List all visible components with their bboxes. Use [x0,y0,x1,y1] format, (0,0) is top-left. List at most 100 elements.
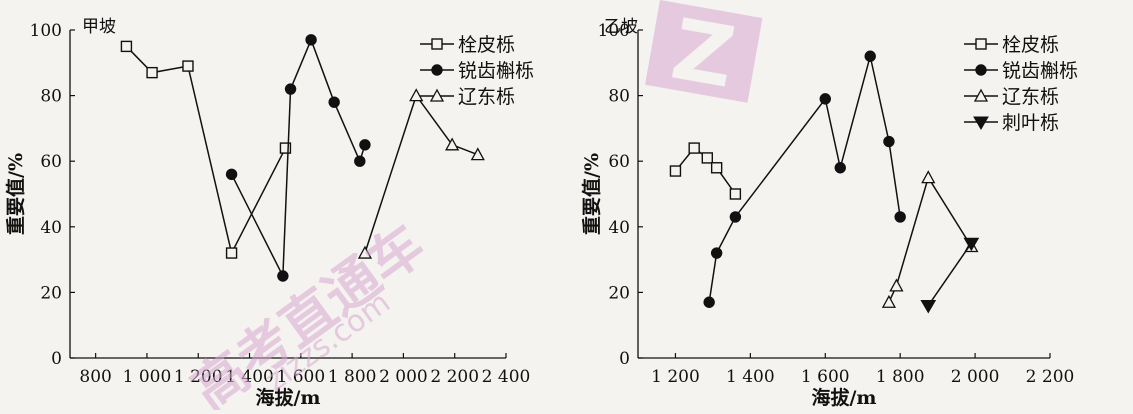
data-point [819,93,831,105]
data-point [834,162,846,174]
series-2 [357,88,485,259]
x-tick-label: 2 400 [482,367,531,387]
y-axis-label: 重要值/% [4,153,27,235]
series-1 [225,34,371,282]
data-point [669,165,682,177]
x-axis-label: 海拔/m [811,386,876,409]
data-point [120,40,133,53]
data-point [357,245,373,259]
chart-panel-a: 0 20 40 60 80 100 800 1 000 1 200 1 400 1 600 1 800… [4,17,534,409]
x-axis-label: 海拔/m [255,386,320,409]
data-point [359,139,371,151]
data-point [701,152,713,164]
data-point [225,247,238,259]
y-tick-label: 40 [608,218,630,238]
data-point [277,270,289,282]
data-point [729,188,742,200]
data-point [305,34,317,46]
data-point [864,50,876,62]
x-tick-label: 1 800 [876,367,925,387]
y-tick-label: 100 [30,21,62,41]
legend-marker [431,64,443,76]
legend-marker [973,88,989,102]
x-tick-label: 1 400 [225,367,274,387]
legend-label: 刺叶栎 [1002,112,1059,134]
y-tick-label: 40 [40,218,62,238]
data-point [894,211,906,223]
data-point [354,155,366,167]
data-point [921,170,936,184]
legend-label: 锐齿槲栎 [1002,60,1078,82]
y-tick-label: 60 [40,152,62,172]
data-point [470,147,485,161]
x-tick-label: 2 000 [379,367,428,387]
watermark-logo-box [645,0,763,103]
panel-title: 甲坡 [82,17,116,37]
watermark-logo: Z [645,0,763,107]
y-tick-label: 80 [608,87,630,107]
x-tick-label: 2 200 [1026,367,1075,387]
data-point [284,83,297,95]
data-point [146,66,158,79]
x-tick-label: 1 200 [174,367,223,387]
data-point [963,237,980,252]
legend-label: 辽东栎 [458,86,515,108]
series-0 [669,142,742,200]
data-point [881,294,897,308]
y-axis-label: 重要值/% [580,153,603,235]
x-tick-label: 1 200 [651,367,700,387]
y-tick-label: 60 [608,152,630,172]
data-point [225,168,238,181]
data-point [710,247,723,259]
series-3 [920,237,980,314]
x-tick-label: 1 400 [726,367,775,387]
legend-marker [431,38,443,50]
data-point [328,96,340,108]
data-point [279,142,292,154]
y-tick-label: 80 [40,87,62,107]
legend-label: 辽东栎 [1002,86,1059,108]
x-tick-label: 1 800 [328,367,377,387]
data-point [409,88,424,102]
x-tick-label: 2 000 [951,367,1000,387]
data-point [688,142,700,154]
data-point [920,300,937,314]
legend-marker [975,38,987,50]
y-tick-label: 20 [608,283,630,303]
y-tick-label: 0 [619,349,630,369]
x-tick-label: 2 200 [430,367,479,387]
legend-marker [973,116,989,130]
series-line [230,37,366,279]
y-tick-label: 100 [598,21,630,41]
series-line [708,56,901,303]
series-line [927,242,972,306]
data-point [729,211,742,223]
series-0 [120,40,292,259]
data-point [445,137,460,151]
legend-label: 栓皮栎 [458,34,515,56]
series-1 [703,50,906,308]
legend-marker [975,64,987,76]
x-tick-label: 1 600 [801,367,850,387]
x-tick-label: 1 600 [276,367,325,387]
data-point [703,296,715,308]
data-point [182,60,194,72]
legend-label: 栓皮栎 [1002,34,1059,56]
data-point [710,162,723,174]
panel-title: 乙坡 [604,17,638,37]
chart-panel-b: 0 20 40 60 80 100 1 200 1 400 1 600 1 800 2 000 2 2… [580,17,1078,409]
y-tick-label: 0 [51,349,62,369]
x-tick-label: 1 000 [123,367,172,387]
legend-marker [429,88,445,102]
series-line [364,93,479,254]
legend-label: 锐齿槲栎 [458,60,534,82]
y-tick-label: 20 [40,283,62,303]
data-point [889,278,904,292]
series-line [888,175,972,303]
data-point [883,135,895,148]
x-tick-label: 800 [79,367,111,387]
